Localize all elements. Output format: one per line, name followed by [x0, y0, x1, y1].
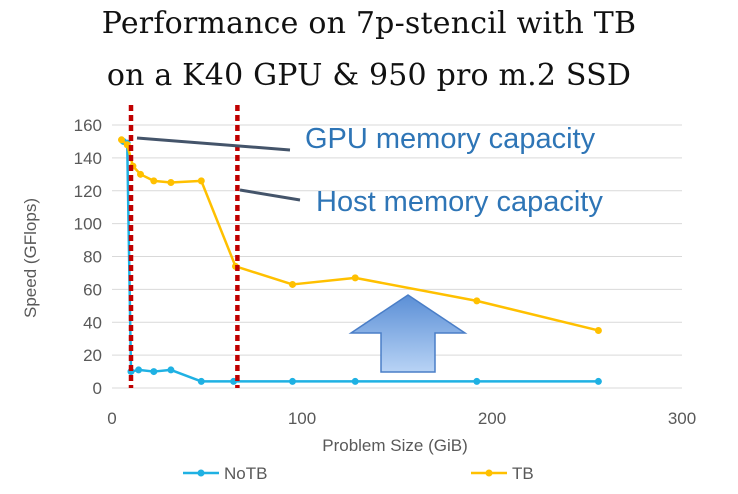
data-point-tb	[150, 177, 158, 185]
chart-title-line-2: on a K40 GPU & 950 pro m.2 SSD	[106, 58, 632, 93]
legend-notb-label: NoTB	[224, 464, 267, 483]
y-tick-label: 100	[74, 215, 102, 234]
x-tick-label: 200	[478, 409, 506, 428]
data-point-notb	[473, 377, 481, 385]
series-group	[118, 136, 602, 385]
data-point-notb	[197, 377, 205, 385]
host-memory-annotation: Host memory capacity	[316, 186, 603, 218]
chart-title-line-1: Performance on 7p-stencil with TB	[101, 6, 637, 41]
data-point-notb	[351, 377, 359, 385]
series-line-notb	[122, 140, 599, 383]
data-point-tb	[594, 326, 602, 334]
y-axis-title: Speed (GFlops)	[21, 198, 40, 318]
x-tick-label: 0	[107, 409, 116, 428]
y-tick-label: 40	[83, 313, 102, 332]
up-arrow-shape	[348, 294, 468, 373]
y-tick-label: 120	[74, 182, 102, 201]
host-annotation-pointer	[239, 188, 301, 202]
legend-tb-marker	[485, 469, 493, 477]
data-point-notb	[594, 377, 602, 385]
y-tick-label: 80	[83, 248, 102, 267]
gpu-annotation-pointer	[136, 136, 291, 152]
gpu-memory-annotation: GPU memory capacity	[305, 123, 596, 155]
legend-notb-marker	[197, 469, 205, 477]
data-point-tb	[351, 274, 359, 282]
data-point-tb	[167, 179, 175, 187]
data-point-notb	[150, 368, 158, 376]
y-tick-label: 60	[83, 280, 102, 299]
y-tick-label: 160	[74, 116, 102, 135]
data-point-notb	[135, 366, 143, 374]
y-tick-label: 140	[74, 149, 102, 168]
x-axis-title: Problem Size (GiB)	[322, 436, 467, 455]
data-point-tb	[289, 280, 296, 288]
data-point-notb	[289, 377, 296, 385]
y-tick-label: 20	[83, 346, 102, 365]
x-tick-label: 300	[668, 409, 696, 428]
legend: NoTB TB	[183, 464, 534, 483]
data-point-tb	[473, 297, 481, 305]
data-point-tb	[137, 170, 144, 178]
axis-ticks: 0 20 40 60 80 100 120 140 160 0 100 200 300	[74, 116, 697, 428]
y-tick-label: 0	[93, 379, 102, 398]
capacity-lines	[128, 105, 240, 388]
data-point-notb	[167, 366, 175, 374]
data-point-tb	[118, 136, 125, 144]
series-line-tb	[120, 138, 599, 332]
data-point-tb	[197, 177, 205, 185]
x-tick-label: 100	[288, 409, 316, 428]
legend-tb-label: TB	[512, 464, 534, 483]
